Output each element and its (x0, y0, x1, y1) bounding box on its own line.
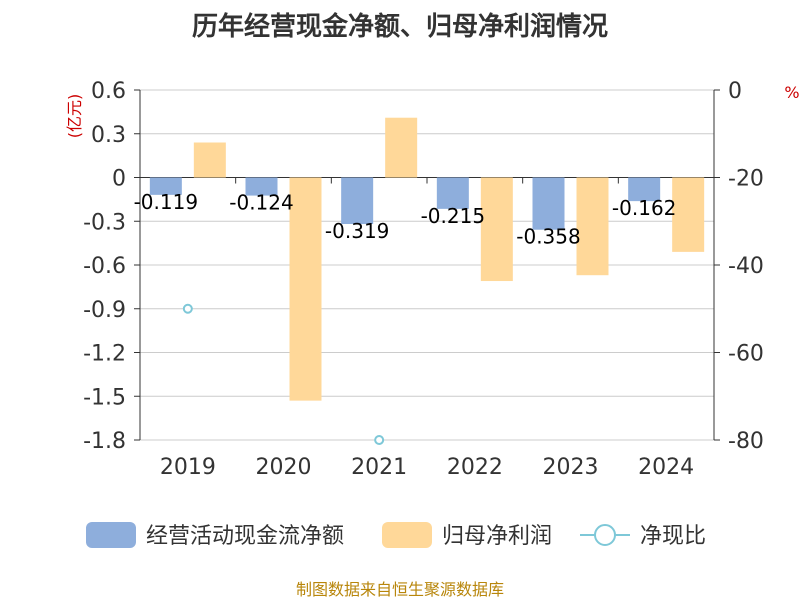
bar-net-profit (289, 177, 322, 401)
label-layer: -0.119 -0.124 -0.319 -0.215 -0.358 -0.162 (134, 190, 677, 249)
x-axis-tick-label: 2024 (638, 455, 694, 480)
data-label-operating-cash-flow: -0.162 (612, 196, 676, 220)
data-label-operating-cash-flow: -0.119 (134, 190, 198, 214)
bar-operating-cash-flow (628, 177, 661, 202)
bar-layer (149, 117, 705, 401)
legend-label: 净现比 (640, 524, 706, 549)
x-axis-tick-label: 2020 (256, 455, 312, 480)
x-axis-tick-label: 2019 (160, 455, 216, 480)
data-label-operating-cash-flow: -0.215 (421, 204, 485, 228)
left-axis-tick-label: -1.5 (83, 385, 126, 410)
bar-net-profit (385, 117, 418, 178)
chart-title: 历年经营现金净额、归母净利润情况 (192, 11, 608, 42)
left-axis-tick-label: -1.2 (83, 342, 126, 367)
right-axis-tick-label: -40 (728, 254, 764, 279)
x-axis-tick-label: 2021 (351, 455, 407, 480)
legend-swatch-net-profit (382, 522, 432, 548)
legend-swatch-operating-cash-flow (86, 522, 136, 548)
bar-net-profit (480, 177, 513, 282)
right-axis-tick-label: -20 (728, 167, 764, 192)
bar-operating-cash-flow (149, 177, 182, 195)
left-axis-tick-label: 0.6 (91, 79, 126, 104)
left-axis-unit: (亿元) (65, 94, 84, 139)
point-layer (182, 303, 385, 445)
bar-operating-cash-flow (436, 177, 469, 209)
bar-net-profit (576, 177, 609, 276)
data-label-operating-cash-flow: -0.124 (229, 191, 293, 215)
point-net-cash-ratio (182, 303, 193, 314)
bar-operating-cash-flow (532, 177, 565, 230)
data-label-operating-cash-flow: -0.319 (325, 219, 389, 243)
legend-swatch-net-cash-ratio (594, 524, 616, 546)
x-axis-tick-label: 2023 (543, 455, 599, 480)
left-axis-tick-label: -1.8 (83, 429, 126, 454)
legend: 经营活动现金流净额 归母净利润 净现比 (86, 522, 706, 549)
right-axis-tick-label: 0 (728, 79, 742, 104)
data-label-operating-cash-flow: -0.358 (516, 225, 580, 249)
left-axis-tick-label: 0 (112, 167, 126, 192)
left-axis-tick-label: -0.6 (83, 254, 126, 279)
left-axis-tick-label: -0.9 (83, 298, 126, 323)
bar-net-profit (193, 142, 226, 178)
bar-operating-cash-flow (341, 177, 374, 225)
right-axis-unit: % (784, 83, 799, 102)
left-axis-tick-label: 0.3 (91, 123, 126, 148)
bar-operating-cash-flow (245, 177, 278, 196)
source-note: 制图数据来自恒生聚源数据库 (296, 580, 504, 599)
legend-label: 经营活动现金流净额 (146, 524, 344, 549)
right-axis-tick-label: -80 (728, 429, 764, 454)
axis-layer: 0.6 0.3 0 -0.3 -0.6 -0.9 -1.2 -1.5 -1.8 0 -20 -40 -6… (83, 79, 764, 480)
grid-layer (140, 89, 714, 441)
point-net-cash-ratio (374, 435, 385, 445)
legend-label: 归母净利润 (442, 524, 552, 549)
right-axis-tick-label: -60 (728, 342, 764, 367)
x-axis-tick-label: 2022 (447, 455, 503, 480)
bar-net-profit (672, 177, 705, 252)
left-axis-tick-label: -0.3 (83, 210, 126, 235)
